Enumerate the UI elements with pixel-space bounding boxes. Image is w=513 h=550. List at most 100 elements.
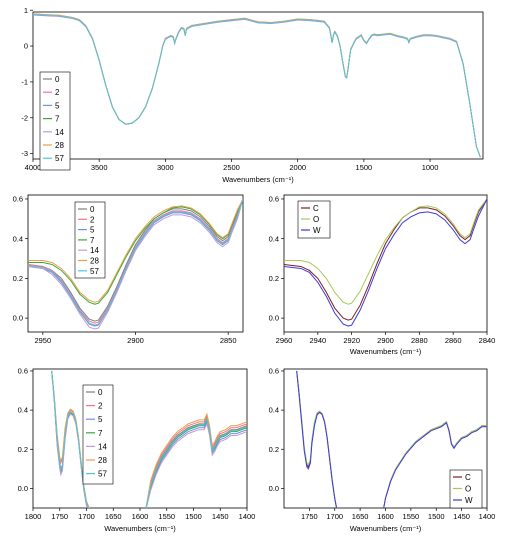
- series-line-28-right: [145, 412, 247, 508]
- series-line-14-right: [145, 422, 247, 508]
- x-tick-label: 1750: [301, 512, 318, 521]
- y-tick-label: 0.0: [18, 484, 28, 493]
- x-tick-label: 1450: [212, 512, 229, 521]
- x-tick-label: 1550: [158, 512, 175, 521]
- series-line-57: [33, 13, 481, 158]
- legend-entry-W: W: [313, 226, 321, 235]
- legend-entry-C: C: [313, 204, 319, 213]
- legend-entry-7: 7: [98, 429, 103, 438]
- legend-entry-7: 7: [90, 236, 95, 245]
- y-tick-label: 0.0: [269, 314, 279, 323]
- series-line-28: [28, 198, 243, 303]
- legend-entry-28: 28: [90, 257, 99, 266]
- legend-entry-5: 5: [90, 226, 95, 235]
- x-tick-label: 2960: [276, 336, 293, 345]
- y-tick-label: -3: [21, 149, 28, 158]
- x-tick-label: 1400: [239, 512, 256, 521]
- plot-frame: [27, 194, 244, 333]
- series-line-57-right: [145, 417, 247, 508]
- x-tick-label: 1700: [78, 512, 95, 521]
- legend-entry-14: 14: [98, 442, 107, 451]
- y-tick-label: 0.2: [269, 274, 279, 283]
- x-tick-label: 1700: [326, 512, 343, 521]
- y-tick-label: 0.6: [269, 367, 279, 376]
- series-line-W-right: [383, 422, 487, 508]
- x-tick-label: 2950: [34, 336, 51, 345]
- y-tick-label: 0.6: [13, 195, 23, 204]
- x-axis-label: Wavenumbers (cm⁻¹): [222, 175, 294, 184]
- series-line-2: [28, 198, 243, 324]
- series-line-14: [33, 14, 481, 158]
- y-tick-label: 0.4: [269, 234, 279, 243]
- x-tick-label: 1550: [403, 512, 420, 521]
- y-tick-label: 0.0: [13, 314, 23, 323]
- series-line-5: [28, 198, 243, 327]
- legend-entry-C: C: [465, 473, 471, 482]
- series-line-14: [28, 198, 243, 330]
- x-tick-label: 1750: [51, 512, 68, 521]
- x-tick-label: 1500: [185, 512, 202, 521]
- legend: COW: [449, 469, 483, 509]
- panel-middle-right: 2960 2940 2920 2900 2880 2860 2840 0.0 0.2 0.4 0.6…: [269, 195, 496, 356]
- series-line-C: [284, 198, 487, 321]
- x-tick-label: 3500: [91, 163, 108, 172]
- y-tick-label: 0.6: [269, 195, 279, 204]
- x-tick-label: 1800: [25, 512, 42, 521]
- y-tick-label: 0.6: [18, 367, 28, 376]
- x-tick-label: 1650: [352, 512, 369, 521]
- y-tick-label: 0.4: [269, 406, 279, 415]
- x-tick-label: 2840: [479, 336, 496, 345]
- y-tick-label: 0.2: [18, 445, 28, 454]
- series-line-5: [33, 14, 481, 158]
- x-tick-label: 1450: [453, 512, 470, 521]
- panel-bottom-right: 1750 1700 1650 1600 1550 1500 1450 1400 0.0 0.2 0.…: [269, 367, 496, 533]
- series-line-7: [28, 198, 243, 305]
- legend-entry-14: 14: [55, 128, 64, 137]
- series-line-57: [28, 198, 243, 326]
- series-line-28: [51, 370, 90, 508]
- y-tick-label: 0.0: [269, 484, 279, 493]
- x-tick-label: 1500: [428, 512, 445, 521]
- y-tick-label: 0: [24, 42, 28, 51]
- legend-entry-2: 2: [55, 88, 60, 97]
- legend-entry-14: 14: [90, 246, 99, 255]
- series-line-57: [51, 370, 90, 508]
- x-tick-label: 2900: [377, 336, 394, 345]
- legend-entry-0: 0: [98, 388, 103, 397]
- y-tick-label: -1: [21, 78, 28, 87]
- legend-entry-2: 2: [90, 215, 95, 224]
- x-tick-label: 1650: [105, 512, 122, 521]
- y-tick-label: 0.4: [18, 406, 28, 415]
- x-tick-label: 2850: [220, 336, 237, 345]
- legend-entry-0: 0: [55, 75, 60, 84]
- series-line-28: [33, 13, 481, 158]
- x-axis-label: Wavenumbers (cm⁻¹): [350, 347, 422, 356]
- series-line-5-right: [145, 420, 247, 508]
- series-line-O: [296, 370, 338, 508]
- legend-entry-2: 2: [98, 402, 103, 411]
- series-line-7-right: [145, 418, 247, 508]
- legend-entry-5: 5: [98, 415, 103, 424]
- series-line-C: [296, 370, 338, 508]
- series-line-W: [284, 198, 487, 327]
- x-tick-label: 2940: [309, 336, 326, 345]
- y-tick-label: 0.2: [13, 274, 23, 283]
- y-tick-label: 0.4: [13, 234, 23, 243]
- x-tick-label: 3000: [157, 163, 174, 172]
- series-line-7: [33, 13, 481, 158]
- series-line-0: [33, 14, 481, 158]
- legend-entry-57: 57: [55, 154, 64, 163]
- plot-frame: [32, 11, 484, 160]
- series-line-O-right: [383, 421, 487, 508]
- series-line-W: [296, 370, 338, 508]
- legend-entry-O: O: [465, 485, 471, 494]
- legend: COW: [297, 200, 331, 239]
- series-line-2-right: [145, 414, 247, 508]
- legend-entry-O: O: [313, 215, 319, 224]
- x-tick-label: 1000: [422, 163, 439, 172]
- y-tick-label: -2: [21, 113, 28, 122]
- panel-top: 4000 3500 3000 2500 2000 1500 1000 -3 -2 -1 0 1 Wave…: [21, 6, 484, 184]
